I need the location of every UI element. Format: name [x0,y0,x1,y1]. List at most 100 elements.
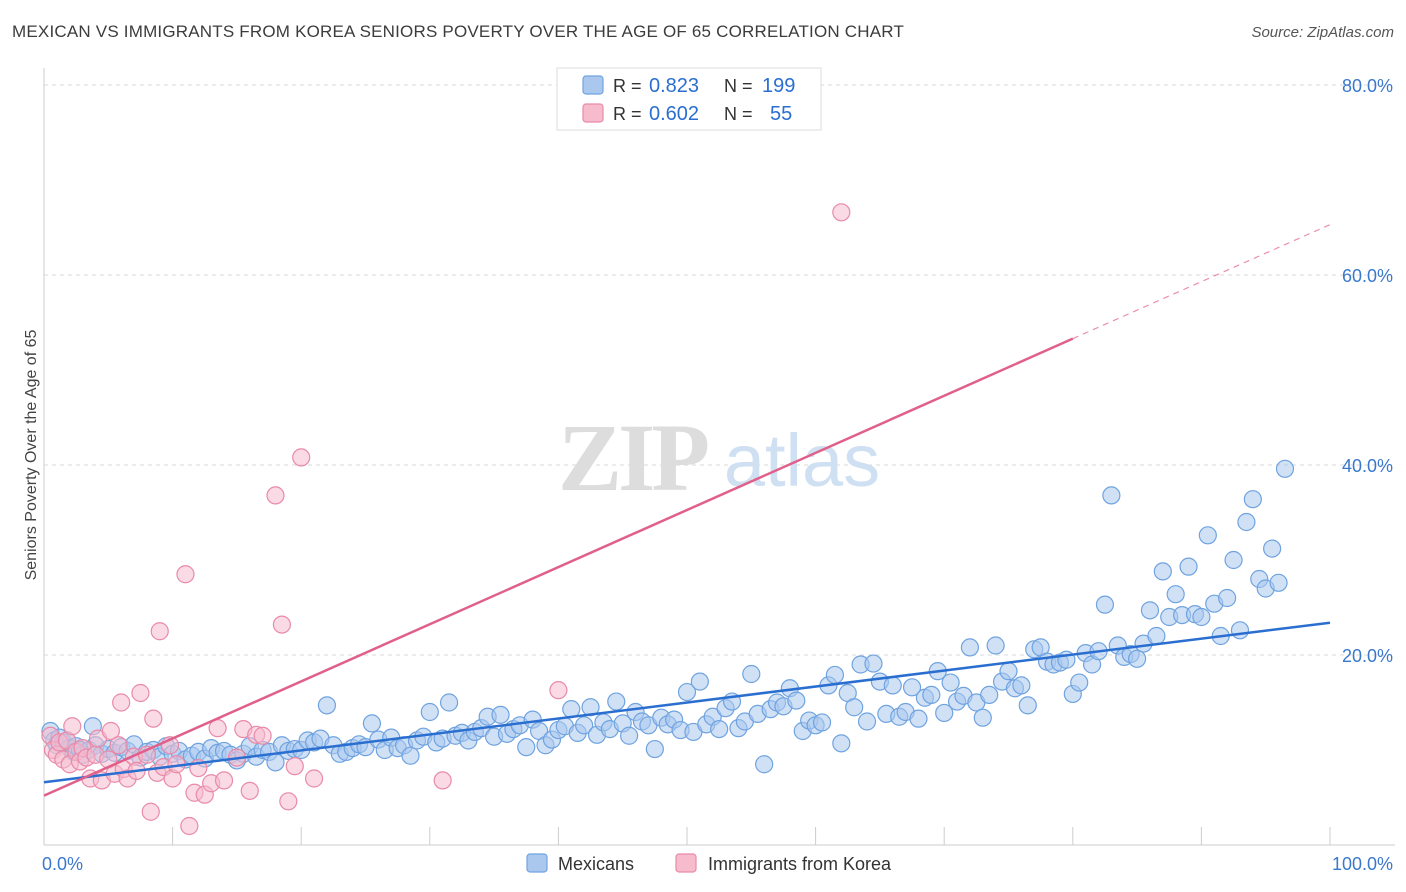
legend-bottom-swatch-korea [675,853,697,873]
mexicans-trend-line [43,621,1331,784]
legend-n-label-2: N = [724,104,753,124]
korea-point [279,792,298,811]
mexicans-point [1102,486,1121,505]
y-tick-label: 60.0% [1342,266,1393,286]
chart-title: MEXICAN VS IMMIGRANTS FROM KOREA SENIORS… [12,22,905,41]
legend-swatch-korea [582,103,604,123]
x-tick-label-end: 100.0% [1332,854,1393,874]
mexicans-point [1153,562,1172,581]
korea-trend-line [43,337,1074,797]
y-tick-label: 40.0% [1342,456,1393,476]
korea-point [266,486,285,505]
mexicans-point [401,746,420,765]
legend-r-label-1: R = [613,76,642,96]
mexicans-point [1127,649,1147,668]
korea-point [112,693,131,712]
legend-r-value-1: 0.823 [649,75,699,97]
mexicans-point [980,685,999,705]
mexicans-point [1198,526,1217,545]
korea-point [141,802,160,821]
korea-point [176,565,195,584]
korea-point [304,769,324,788]
mexicans-point [491,705,510,724]
mexicans-point [941,673,960,692]
mexicans-point [1218,588,1237,608]
legend-r-value-2: 0.602 [649,103,699,125]
mexicans-point [1070,673,1089,692]
mexicans-point [317,696,337,715]
mexicans-point [710,719,729,739]
mexicans-point [362,714,382,733]
korea-point [63,717,82,736]
korea-point [101,721,120,741]
y-tick-label: 80.0% [1342,76,1393,96]
korea-point [272,615,292,634]
x-tick-label-start: 0.0% [42,854,83,874]
series-0-points [41,459,1295,774]
mexicans-point [1166,585,1185,604]
mexicans-point [1192,607,1211,627]
legend-bottom-label-korea: Immigrants from Korea [708,854,892,874]
korea-point [253,726,272,745]
watermark: ZIP atlas [558,404,880,511]
korea-trend-extension [1072,224,1331,340]
legend-n-value-1: 199 [762,75,795,97]
trend-lines [43,224,1331,797]
mexicans-point [1237,512,1256,532]
mexicans-point [883,676,902,695]
mexicans-point [677,682,697,702]
mexicans-point [1018,696,1037,715]
mexicans-point [607,692,626,711]
korea-point [109,736,128,755]
korea-point [292,448,311,467]
legend-r-label-2: R = [613,104,642,124]
mexicans-point [1243,490,1262,509]
mexicans-point [1269,573,1288,592]
korea-point [144,709,163,728]
watermark-zip: ZIP [558,404,707,511]
mexicans-point [857,712,877,731]
mexicans-point [935,703,954,723]
legend-bottom-swatch-mexicans [526,853,548,873]
mexicans-point [845,698,864,717]
stats-legend: R = 0.823 N = 199 R = 0.602 N = 55 [556,67,822,131]
korea-point [832,203,851,222]
korea-point [214,771,234,790]
mexicans-point [1263,539,1282,558]
mexicans-point [999,662,1018,681]
mexicans-point [1140,601,1160,620]
mexicans-point [812,713,832,732]
korea-point [285,757,304,776]
korea-point [240,781,259,800]
mexicans-point [960,638,980,657]
korea-point [131,683,150,703]
korea-point [549,681,568,700]
mexicans-point [645,739,664,759]
data-points [41,203,1295,836]
mexicans-point [517,738,536,757]
korea-point [180,816,199,836]
mexicans-point [1230,621,1250,640]
mexicans-point [922,685,941,705]
watermark-atlas: atlas [724,419,880,502]
mexicans-point [986,636,1005,655]
mexicans-point [825,665,844,685]
mexicans-point [832,734,851,753]
mexicans-point [902,678,922,697]
mexicans-point [1275,459,1295,478]
mexicans-point [1224,550,1243,570]
legend-n-value-2: 55 [770,103,792,125]
mexicans-point [620,726,639,745]
mexicans-point [1147,626,1166,646]
korea-point [150,622,169,641]
mexicans-point [909,709,928,728]
mexicans-point [575,716,594,735]
mexicans-point [1179,557,1198,576]
mexicans-point [1095,595,1115,614]
mexicans-point [755,755,774,774]
y-tick-label: 20.0% [1342,646,1393,666]
mexicans-point [439,693,459,712]
mexicans-point [420,702,439,722]
mexicans-point [787,691,806,710]
